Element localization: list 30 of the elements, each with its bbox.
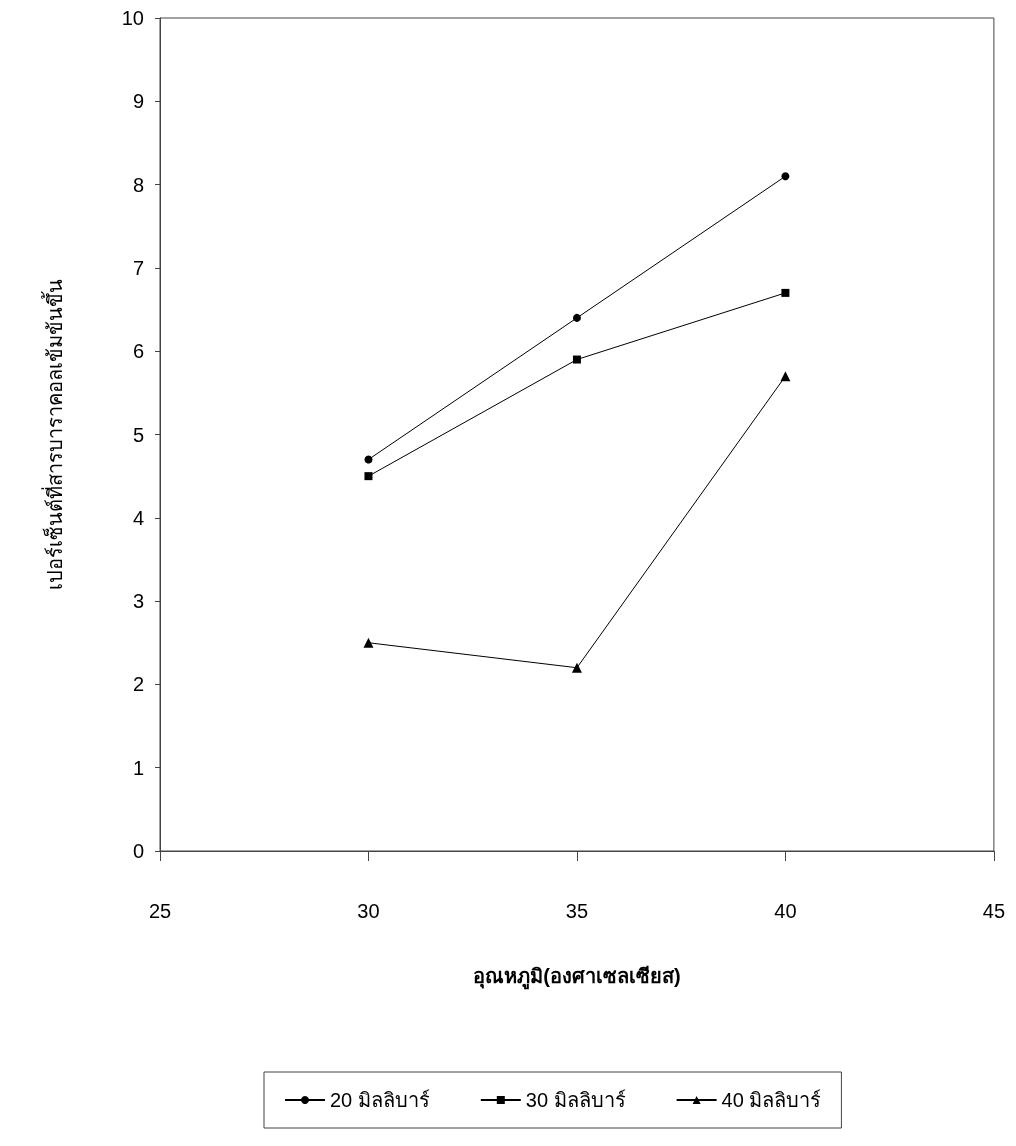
y-tick-label: 3	[132, 590, 144, 613]
x-tick-label: 25	[148, 900, 172, 922]
y-tick-label: 10	[121, 7, 144, 29]
point	[364, 455, 373, 464]
y-tick-label: 9	[132, 90, 144, 113]
y-tick-label: 7	[132, 256, 144, 279]
legend-label: 40 มิลลิบาร์	[721, 1089, 822, 1111]
y-tick-label: 4	[132, 506, 144, 529]
x-tick-label: 45	[982, 900, 1005, 922]
x-axis-title: อุณหภูมิ(องศาเซลเซียส)	[473, 965, 681, 990]
point	[571, 662, 582, 673]
point	[572, 355, 581, 364]
point	[363, 637, 374, 648]
legend-label: 20 มิลลิบาร์	[330, 1089, 430, 1111]
x-tick-label: 35	[565, 900, 589, 922]
y-axis-title: เปอร์เซ็นต์ที่สารบาราคอลเข้มข้นขึ้น	[41, 279, 66, 590]
y-tick-label: 2	[132, 673, 144, 696]
point	[572, 313, 581, 322]
point	[781, 172, 790, 181]
y-tick-label: 5	[132, 423, 144, 446]
point	[364, 472, 373, 481]
x-tick-label: 40	[774, 900, 797, 922]
y-tick-label: 6	[132, 340, 144, 363]
y-tick-label: 8	[132, 173, 144, 196]
y-tick-label: 0	[132, 840, 144, 862]
point	[780, 371, 791, 382]
point	[781, 288, 790, 297]
y-tick-label: 1	[132, 756, 144, 779]
x-tick-label: 30	[357, 900, 380, 922]
legend-label: 30 มิลลิบาร์	[525, 1089, 626, 1111]
